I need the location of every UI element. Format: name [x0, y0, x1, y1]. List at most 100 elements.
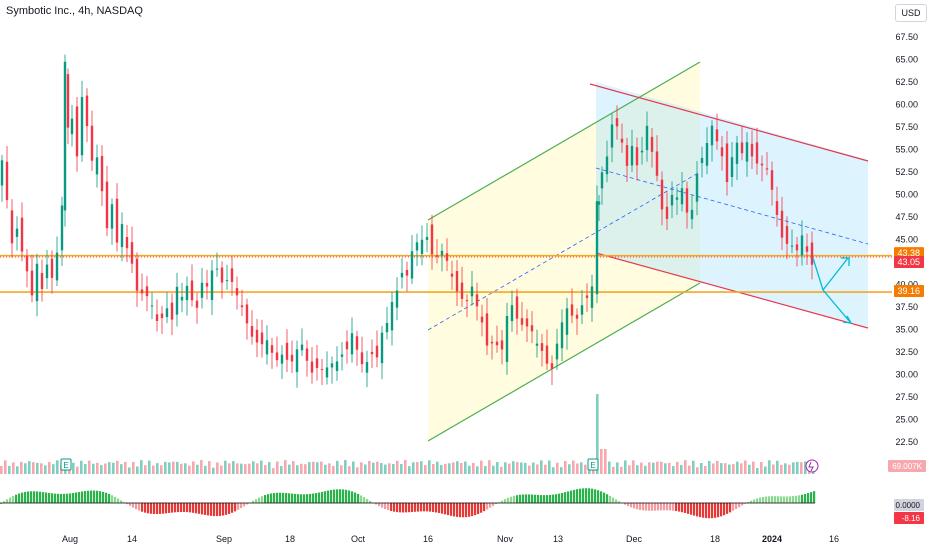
oscillator-bar — [141, 503, 144, 512]
currency-button[interactable]: USD — [895, 4, 927, 22]
volume-bar — [540, 460, 543, 474]
oscillator-bar — [258, 497, 261, 503]
time-axis[interactable]: Aug 14 Sep 18 Oct 16 Nov 13 Dec 18 2024 16 — [62, 534, 839, 544]
volume-bar — [112, 462, 115, 474]
candle-body — [545, 345, 549, 364]
volume-bar — [96, 462, 99, 474]
volume-bar — [792, 462, 795, 474]
oscillator-bar — [54, 493, 57, 503]
oscillator-bar — [69, 493, 72, 503]
volume-bar — [420, 461, 423, 474]
candle-body — [85, 95, 89, 127]
oscillator-bar — [495, 503, 498, 505]
volume-bar — [584, 464, 587, 474]
oscillator-bar — [615, 499, 618, 503]
candle-body — [750, 143, 754, 157]
volume-bar — [256, 463, 259, 474]
volume-bar — [312, 461, 315, 474]
projection-arrow — [822, 257, 849, 291]
volume-bar — [572, 460, 575, 474]
oscillator-bar — [774, 496, 777, 503]
oscillator-bar — [363, 497, 366, 503]
oscillator-bar — [657, 503, 660, 511]
oscillator-bar — [177, 503, 180, 513]
candle-body — [455, 271, 459, 292]
oscillator-bar — [693, 503, 696, 516]
oscillator-bar — [543, 495, 546, 503]
candle-body — [160, 313, 164, 319]
price-axis[interactable]: 67.50 65.00 62.50 60.00 57.50 55.00 52.50 50.00… — [895, 32, 918, 447]
volume-bar — [524, 462, 527, 474]
volume-bar — [740, 463, 743, 474]
oscillator-bar — [555, 494, 558, 503]
oscillator-bar — [294, 493, 297, 503]
oscillator-bar — [282, 492, 285, 503]
oscillator-bar — [387, 503, 390, 511]
candle-body — [340, 354, 344, 357]
volume-bar — [544, 464, 547, 474]
candle-body — [305, 348, 309, 361]
oscillator-bar — [600, 491, 603, 503]
volume-bar — [52, 464, 55, 474]
oscillator-bar — [147, 503, 150, 514]
oscillator-bar — [99, 491, 102, 503]
volume-bar — [508, 463, 511, 474]
volume-bar — [0, 466, 3, 474]
time-tick-label: 13 — [553, 534, 563, 544]
volume-bar — [424, 465, 427, 474]
price-tick-label: 57.50 — [895, 122, 918, 132]
candle-body — [675, 197, 679, 200]
candle-body — [800, 235, 804, 256]
oscillator-bar — [144, 503, 147, 513]
volume-bar — [132, 461, 135, 474]
volume-bar — [560, 467, 563, 474]
volume-bar — [568, 464, 571, 474]
candle-body — [155, 314, 159, 322]
volume-bar — [32, 462, 35, 474]
volume-bar — [684, 460, 687, 474]
volume-bar — [76, 466, 79, 474]
volume-bar — [636, 465, 639, 474]
oscillator-bar — [66, 493, 69, 503]
candle-body — [735, 142, 739, 164]
volume-bar — [216, 462, 219, 474]
candle-body — [565, 308, 569, 335]
oscillator-bar — [648, 503, 651, 511]
candle-body — [5, 161, 9, 201]
candle-body — [20, 217, 24, 252]
oscillator-bar — [414, 503, 417, 512]
volume-bar — [748, 464, 751, 474]
candle-body — [450, 273, 454, 277]
oscillator-bar — [345, 489, 348, 503]
oscillator-bar — [27, 491, 30, 503]
candle-body — [780, 210, 784, 238]
oscillator-bar — [402, 503, 405, 513]
volume-bar — [576, 463, 579, 474]
candle-body — [25, 255, 29, 272]
volume-bar — [432, 463, 435, 474]
candle-body — [700, 158, 704, 164]
oscillator-bar — [444, 503, 447, 515]
oscillator-bar — [48, 492, 51, 503]
volume-bar — [392, 464, 395, 474]
oscillator-bar — [501, 500, 504, 503]
oscillator-bar — [384, 503, 387, 509]
oscillator-bar — [273, 493, 276, 503]
candle-body — [63, 61, 67, 211]
price-tick-label: 35.00 — [895, 325, 918, 335]
oscillator-bar — [558, 493, 561, 503]
candles — [0, 54, 814, 388]
oscillator-bar — [291, 493, 294, 503]
oscillator-bar — [783, 496, 786, 503]
candle-body — [35, 263, 39, 302]
volume-bar — [760, 461, 763, 474]
volume-bar — [520, 462, 523, 474]
oscillator-bar — [21, 492, 24, 503]
volume-bar — [444, 463, 447, 474]
price-tick-label: 32.50 — [895, 347, 918, 357]
candle-body — [515, 296, 519, 319]
candle-body — [430, 224, 434, 255]
candle-body — [790, 245, 794, 247]
oscillator-bar — [432, 503, 435, 512]
